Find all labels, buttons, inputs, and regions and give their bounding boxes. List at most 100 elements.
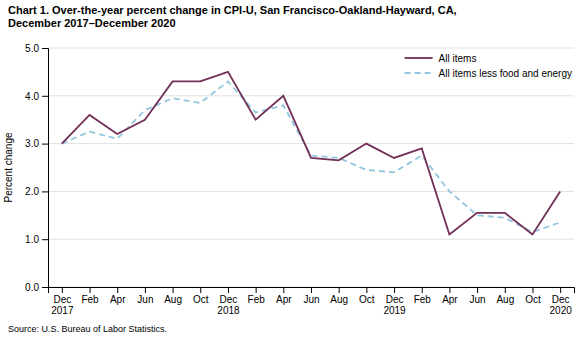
x-tick-label-line: 2017 (51, 305, 74, 316)
x-tick: Apr (276, 287, 292, 305)
x-tick: Apr (110, 287, 126, 305)
y-tick-mark (42, 239, 48, 240)
y-tick-mark (42, 96, 48, 97)
y-tick: 4.0 (25, 91, 48, 102)
legend: All items All items less food and energy (405, 53, 572, 79)
y-axis-title: Percent change (3, 132, 14, 202)
grid-line (48, 95, 574, 96)
x-tick: Oct (193, 287, 209, 305)
x-tick: Dec2019 (383, 287, 406, 316)
x-tick-mark (62, 287, 63, 293)
x-tick: Dec2017 (51, 287, 74, 316)
x-tick-label: Jun (303, 294, 319, 305)
x-tick-label: Dec2017 (51, 294, 74, 316)
x-tick-mark (117, 287, 118, 293)
x-tick-label: Oct (525, 294, 541, 305)
x-tick: Aug (330, 287, 348, 305)
x-tick: Feb (248, 287, 266, 305)
x-tick: Oct (359, 287, 375, 305)
x-tick-mark (422, 287, 423, 293)
grid-line (48, 239, 574, 240)
legend-item: All items (405, 53, 477, 64)
y-tick-mark (42, 48, 48, 49)
title-line: Chart 1. Over-the-year percent change in… (8, 4, 457, 16)
x-tick-mark (311, 287, 312, 293)
x-tick-mark (145, 287, 146, 293)
x-tick-mark (283, 287, 284, 293)
x-tick-label-line: Jun (137, 294, 153, 305)
x-tick-label-line: Dec (53, 294, 71, 305)
lines (62, 72, 560, 235)
title-line: December 2017–December 2020 (8, 17, 176, 29)
x-tick-label-line: Dec (386, 294, 404, 305)
x-tick-label: Feb (414, 294, 432, 305)
y-tick-label: 3.0 (25, 138, 39, 149)
x-tick: Feb (414, 287, 432, 305)
legend-item: All items less food and energy (405, 68, 572, 79)
x-tick-label-line: Jun (470, 294, 486, 305)
x-tick-label: Apr (276, 294, 292, 305)
x-tick-label: Dec2019 (383, 294, 406, 316)
x-tick-label-line: Oct (525, 294, 541, 305)
x-tick-mark (366, 287, 367, 293)
x-tick: Apr (442, 287, 458, 305)
x-tick-label-line: Apr (110, 294, 126, 305)
x-tick: Jun (137, 287, 153, 305)
y-tick: 0.0 (25, 282, 48, 293)
x-axis: Dec2017FebAprJunAugOctDec2018FebAprJunAu… (49, 287, 575, 316)
x-tick: Feb (81, 287, 99, 305)
y-tick-label: 0.0 (25, 282, 39, 293)
x-tick: Jun (470, 287, 486, 305)
y-tick-label: 5.0 (25, 43, 39, 54)
x-tick-label-line: Apr (442, 294, 458, 305)
y-tick-mark (42, 287, 48, 288)
y-tick: 5.0 (25, 43, 48, 54)
legend-label: All items less food and energy (439, 68, 572, 79)
x-tick-label-line: 2018 (217, 305, 240, 316)
x-tick-mark (200, 287, 201, 293)
x-tick-label: Apr (442, 294, 458, 305)
series-line (62, 72, 560, 235)
x-axis-line (49, 288, 575, 294)
x-tick-label: Jun (137, 294, 153, 305)
y-tick: 3.0 (25, 138, 48, 149)
x-tick-label-line: Dec (220, 294, 238, 305)
x-tick: Dec2018 (217, 287, 240, 316)
x-tick-mark (339, 287, 340, 293)
grid-line (48, 48, 574, 49)
x-tick-label-line: Oct (359, 294, 375, 305)
y-tick: 1.0 (25, 234, 48, 245)
legend-label: All items (439, 53, 477, 64)
x-tick-mark (560, 287, 561, 293)
y-axis: 0.0 1.0 2.0 3.0 4.0 5.0 (25, 43, 48, 293)
annotation: Source: U.S. Bureau of Labor Statistics. (8, 324, 167, 334)
y-tick: 2.0 (25, 186, 48, 197)
x-tick-label-line: Apr (276, 294, 292, 305)
x-tick: Aug (164, 287, 182, 305)
y-tick-label: 4.0 (25, 91, 39, 102)
x-tick-mark (394, 287, 395, 293)
x-tick-label: Jun (470, 294, 486, 305)
x-tick-mark (532, 287, 533, 293)
x-tick-label-line: Aug (496, 294, 514, 305)
x-tick-label: Oct (359, 294, 375, 305)
x-tick-mark (477, 287, 478, 293)
x-tick: Dec2020 (550, 287, 573, 316)
x-tick-label-line: Oct (193, 294, 209, 305)
x-tick-mark (90, 287, 91, 293)
grid-line (48, 143, 574, 144)
legend-swatch (405, 72, 433, 74)
x-tick-label-line: Feb (81, 294, 99, 305)
x-tick-label: Feb (81, 294, 99, 305)
x-tick: Jun (303, 287, 319, 305)
x-tick-label: Aug (496, 294, 514, 305)
x-tick-label: Dec2018 (217, 294, 240, 316)
grid-line (48, 191, 574, 192)
x-tick-label-line: 2020 (550, 305, 573, 316)
x-tick-label-line: Aug (164, 294, 182, 305)
y-tick-mark (42, 191, 48, 192)
y-axis-line (42, 49, 49, 288)
x-tick: Aug (496, 287, 514, 305)
x-tick: Oct (525, 287, 541, 305)
chart-svg: Chart 1. Over-the-year percent change in… (0, 0, 588, 337)
